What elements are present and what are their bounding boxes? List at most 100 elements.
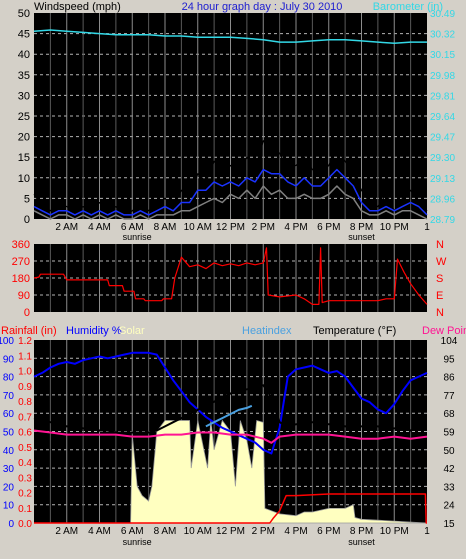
x-tick-label: 12 PM: [216, 222, 245, 233]
barometer-y-tick: 28.79: [430, 215, 455, 226]
humidity-y-tick: 0: [8, 519, 14, 530]
humidity-line: [33, 351, 428, 455]
rain-y-tick: 0.5: [18, 443, 32, 454]
direction-y-tick: 0: [24, 307, 30, 319]
x-tick-label: 2 PM: [252, 526, 275, 537]
humidity-y-tick: 20: [3, 482, 15, 493]
barometer-y-tick: 29.13: [430, 174, 455, 185]
direction-compass-tick: N: [436, 239, 444, 251]
x-marker-sunrise: sunrise: [123, 537, 152, 547]
humidity-y-tick: 30: [3, 464, 15, 475]
rain-y-tick: 0.6: [18, 428, 32, 439]
rain-y-tick: 0.8: [18, 397, 32, 408]
rain-y-tick: 0.2: [18, 489, 32, 500]
x-marker-sunset: sunset: [348, 537, 375, 547]
wind-y-tick: 50: [18, 8, 30, 20]
wind-y-tick: 10: [18, 173, 30, 185]
x-tick-label: 6 PM: [317, 222, 340, 233]
wind_dir-line: [33, 247, 428, 305]
temperature-y-tick: 95: [443, 354, 455, 365]
rain-y-tick: 0.3: [18, 473, 32, 484]
wind-y-tick: 5: [24, 193, 30, 205]
wind-y-tick: 35: [18, 70, 30, 82]
dewpoint-line: [33, 429, 428, 444]
direction-y-tick: 360: [12, 239, 30, 251]
heatindex-line: [205, 404, 253, 428]
rain-y-tick: 0.9: [18, 382, 32, 393]
temperature-y-tick: 42: [443, 464, 455, 475]
wind-y-tick: 15: [18, 152, 30, 164]
wind_speed-line: [33, 140, 428, 216]
humidity-y-tick: 40: [3, 446, 15, 457]
x-tick-label: 12 PM: [216, 526, 245, 537]
rain-y-tick: 1.0: [18, 367, 32, 378]
barometer-y-tick: 30.32: [430, 30, 455, 41]
rainfall-line: [34, 493, 427, 524]
direction-compass-tick: S: [436, 273, 443, 285]
rain-y-tick: 1.2: [18, 336, 32, 347]
x-tick-label: 1: [424, 526, 430, 537]
x-tick-label: 10 PM: [380, 526, 409, 537]
x-tick-label: 1: [424, 222, 430, 233]
barometer-y-tick: 29.81: [430, 91, 455, 102]
wind-y-tick: 20: [18, 132, 30, 144]
temperature-y-tick: 33: [443, 482, 455, 493]
windspeed-axis-label: Windspeed (mph): [34, 1, 121, 13]
x-marker-sunrise: sunrise: [123, 232, 152, 242]
barometer-line: [33, 29, 427, 45]
humidity-y-tick: 50: [3, 428, 15, 439]
rain-y-tick: 0.0: [18, 519, 32, 530]
x-tick-label: 4 AM: [88, 222, 111, 233]
barometer-y-tick: 30.15: [430, 50, 455, 61]
x-tick-label: 2 AM: [55, 526, 78, 537]
x-tick-label: 10 AM: [184, 526, 212, 537]
rain-y-tick: 1.1: [18, 351, 32, 362]
direction-y-tick: 270: [12, 256, 30, 268]
wind-y-tick: 45: [18, 29, 30, 41]
temperature-y-tick: 59: [443, 428, 455, 439]
wind_avg-line: [33, 168, 428, 216]
x-tick-label: 2 AM: [55, 222, 78, 233]
tick-labels: 0510152025303540455028.7928.9629.1329.30…: [0, 8, 458, 547]
barometer-y-tick: 29.47: [430, 133, 455, 144]
x-tick-label: 8 PM: [350, 222, 373, 233]
x-tick-label: 6 AM: [121, 526, 144, 537]
x-tick-label: 8 PM: [350, 526, 373, 537]
x-tick-label: 4 AM: [88, 526, 111, 537]
humidity-y-tick: 90: [3, 354, 15, 365]
wind_gust-line: [33, 185, 428, 220]
solar-axis-label: Solar: [119, 325, 145, 337]
x-tick-label: 8 AM: [154, 222, 177, 233]
dewpoint-axis-label: Dew Point: [422, 325, 466, 337]
direction-compass-tick: N: [436, 307, 444, 319]
wind-y-tick: 25: [18, 111, 30, 123]
wind-y-tick: 0: [24, 214, 30, 226]
humidity-y-tick: 100: [0, 336, 14, 347]
x-tick-label: 2 PM: [252, 222, 275, 233]
temperature-y-tick: 24: [443, 501, 455, 512]
rainfall-axis-label: Rainfall (in): [1, 325, 57, 337]
x-tick-label: 10 AM: [184, 222, 212, 233]
temperature-y-tick: 68: [443, 409, 455, 420]
humidity-y-tick: 10: [3, 501, 15, 512]
temperature-y-tick: 77: [443, 391, 455, 402]
x-marker-sunset: sunset: [348, 232, 375, 242]
humidity-axis-label: Humidity %: [66, 325, 122, 337]
temperature-y-tick: 86: [443, 373, 455, 384]
rain-y-tick: 0.4: [18, 458, 32, 469]
temperature-axis-label: Temperature (°F): [313, 325, 396, 337]
temperature-y-tick: 50: [443, 446, 455, 457]
direction-y-tick: 90: [18, 290, 30, 302]
chart-title: 24 hour graph day : July 30 2010: [182, 1, 343, 13]
wind-y-tick: 40: [18, 49, 30, 61]
x-tick-label: 4 PM: [284, 526, 307, 537]
barometer-y-tick: 28.96: [430, 194, 455, 205]
barometer-y-tick: 30.49: [430, 9, 455, 20]
heatindex-axis-label: Heatindex: [242, 325, 292, 337]
x-tick-label: 8 AM: [154, 526, 177, 537]
temperature-y-tick: 15: [443, 519, 455, 530]
barometer-axis-label: Barometer (in): [373, 1, 443, 13]
x-tick-label: 6 AM: [121, 222, 144, 233]
